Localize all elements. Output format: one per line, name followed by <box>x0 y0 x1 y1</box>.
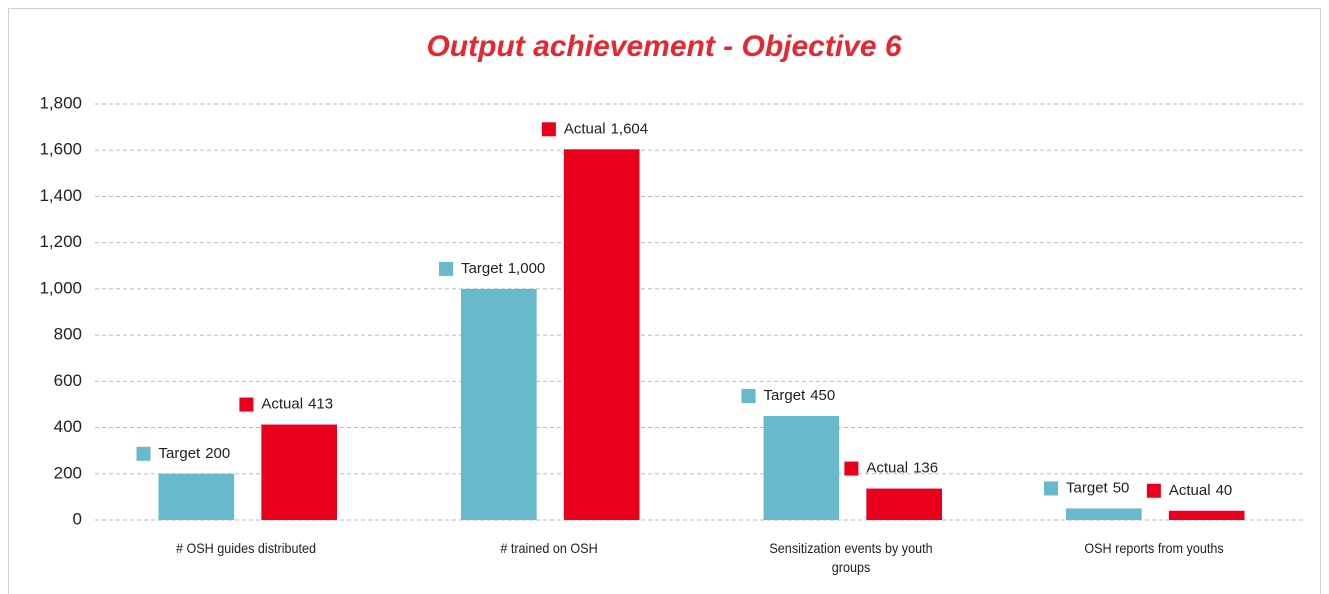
label-swatch <box>541 122 556 137</box>
value-label: 50 <box>1113 479 1130 496</box>
value-label: 1,000 <box>508 260 546 277</box>
data-label: Target 50 <box>1066 479 1129 496</box>
value-label: 136 <box>913 460 938 477</box>
x-tick-label: Sensitization events by youth groups <box>769 540 933 575</box>
y-tick-label: 1,200 <box>39 232 82 251</box>
bar <box>158 473 235 520</box>
data-label: Actual 40 <box>1169 482 1232 499</box>
bar <box>261 424 337 520</box>
value-label: 413 <box>308 396 333 413</box>
bar <box>866 488 942 520</box>
data-label: Target 1,000 <box>461 260 545 277</box>
bar <box>461 288 537 520</box>
y-tick-label: 1,000 <box>39 278 82 297</box>
bar <box>763 416 840 520</box>
label-swatch <box>844 461 859 476</box>
label-swatch <box>1044 481 1059 496</box>
chart-border <box>8 8 1321 594</box>
value-label: 1,604 <box>611 120 649 137</box>
label-swatch <box>1146 483 1161 498</box>
series-name: Target <box>461 260 504 277</box>
series-name: Actual <box>261 396 303 413</box>
series-name: Target <box>764 387 807 404</box>
series-name: Actual <box>564 120 606 137</box>
y-tick-label: 1,600 <box>39 140 82 159</box>
series-name: Actual <box>1169 482 1211 499</box>
y-tick-label: 800 <box>54 325 82 344</box>
label-swatch <box>136 446 151 461</box>
y-tick-label: 0 <box>73 509 82 528</box>
label-swatch <box>439 261 454 276</box>
label-swatch <box>239 397 254 412</box>
y-tick-label: 1,400 <box>39 186 82 205</box>
x-tick-label: # trained on OSH <box>500 540 598 556</box>
y-tick-label: 200 <box>54 463 82 482</box>
x-tick-label: # OSH guides distributed <box>176 540 317 556</box>
y-tick-label: 1,800 <box>39 93 82 112</box>
y-tick-label: 400 <box>54 417 82 436</box>
series-name: Actual <box>866 460 908 477</box>
y-tick-label: 600 <box>54 371 82 390</box>
data-label: Actual 413 <box>261 396 333 413</box>
x-tick-label: OSH reports from youths <box>1084 540 1224 556</box>
series-name: Target <box>159 445 202 462</box>
data-label: Target 200 <box>159 445 231 462</box>
value-label: 200 <box>205 445 230 462</box>
value-label: 450 <box>810 387 835 404</box>
data-label: Actual 136 <box>866 460 938 477</box>
data-label: Actual 1,604 <box>564 120 648 137</box>
bar <box>563 149 640 520</box>
series-name: Target <box>1066 479 1109 496</box>
data-label: Target 450 <box>764 387 836 404</box>
bar <box>1066 508 1142 520</box>
bar <box>1168 510 1245 520</box>
label-swatch <box>741 389 756 403</box>
value-label: 40 <box>1216 482 1233 499</box>
chart-title: Output achievement - Objective 6 <box>426 30 901 63</box>
